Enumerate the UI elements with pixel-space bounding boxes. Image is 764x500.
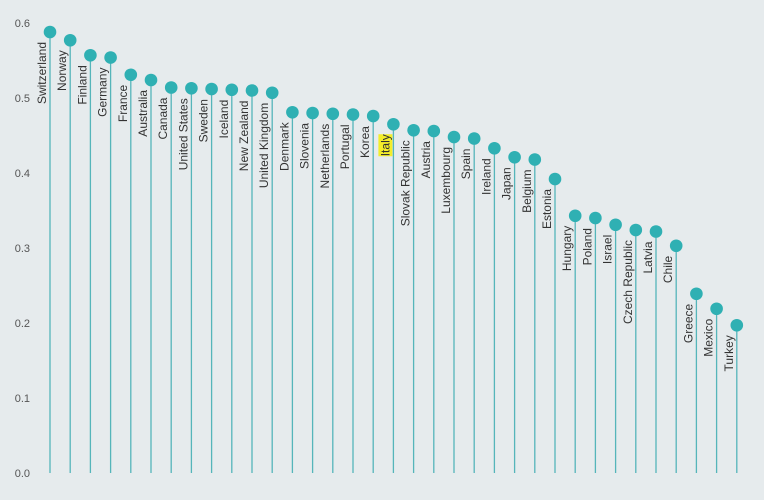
category-label: Slovenia	[298, 123, 312, 169]
highlight-group	[378, 134, 393, 157]
marker-slovenia[interactable]	[306, 106, 319, 120]
marker-norway[interactable]	[63, 33, 77, 47]
category-label: Slovak Republic	[399, 140, 413, 226]
y-tick-label: 0.4	[15, 168, 30, 180]
category-label: Turkey	[722, 335, 736, 371]
category-label: Austria	[419, 141, 433, 179]
category-label: Luxembourg	[439, 147, 453, 214]
category-label: Greece	[681, 303, 695, 343]
markers-group	[43, 25, 744, 332]
category-label: Italy	[378, 134, 392, 156]
category-label: Germany	[96, 68, 110, 117]
category-label: United States	[176, 98, 190, 170]
y-axis: 0.0 0.1 0.2 0.3 0.4 0.5 0.6	[15, 18, 30, 480]
marker-ireland[interactable]	[488, 141, 501, 155]
category-label: Norway	[55, 50, 69, 91]
marker-united-kingdom[interactable]	[265, 86, 279, 100]
highlight-box	[378, 134, 393, 157]
category-labels-group: Switzerland Norway Finland Germany France Aus…	[35, 42, 736, 371]
y-tick-label: 0.0	[15, 468, 30, 480]
marker-sweden[interactable]	[205, 82, 218, 96]
category-label: Poland	[580, 228, 594, 265]
y-tick-label: 0.5	[15, 93, 30, 105]
category-label: Ireland	[479, 158, 493, 195]
category-label: Belgium	[520, 170, 534, 213]
category-label: Israel	[601, 235, 615, 264]
marker-canada[interactable]	[164, 81, 178, 94]
category-label: Latvia	[641, 241, 655, 273]
marker-switzerland[interactable]	[43, 25, 57, 39]
stems-group	[49, 32, 738, 473]
marker-austria[interactable]	[427, 124, 441, 138]
category-label: United Kingdom	[257, 103, 271, 188]
marker-france[interactable]	[124, 68, 138, 82]
category-label: Denmark	[277, 121, 291, 171]
marker-denmark[interactable]	[286, 105, 299, 119]
category-label: Hungary	[560, 226, 574, 271]
category-label: Japan	[500, 167, 514, 200]
category-label: Australia	[136, 90, 150, 137]
y-tick-label: 0.2	[15, 318, 30, 330]
y-tick-label: 0.6	[15, 18, 30, 30]
marker-iceland[interactable]	[225, 83, 239, 97]
category-label: Iceland	[217, 100, 231, 139]
marker-czech-republic[interactable]	[629, 223, 643, 237]
marker-japan[interactable]	[508, 150, 521, 164]
category-label: Czech Republic	[621, 240, 635, 324]
marker-latvia[interactable]	[649, 225, 663, 238]
marker-turkey[interactable]	[730, 318, 744, 332]
category-label: Sweden	[197, 99, 211, 142]
category-label: Korea	[358, 126, 372, 158]
marker-spain[interactable]	[467, 132, 481, 145]
marker-finland[interactable]	[84, 48, 97, 62]
category-label: Portugal	[338, 125, 352, 170]
marker-chile[interactable]	[669, 239, 683, 253]
marker-slovak-republic[interactable]	[407, 123, 420, 137]
category-label: Chile	[661, 255, 675, 283]
marker-korea[interactable]	[366, 109, 380, 123]
category-label: New Zealand	[237, 101, 251, 172]
marker-germany[interactable]	[104, 51, 117, 64]
marker-belgium[interactable]	[528, 153, 542, 166]
category-label: Spain	[459, 149, 473, 180]
category-label: Canada	[156, 97, 170, 139]
marker-poland[interactable]	[589, 211, 602, 225]
marker-new-zealand[interactable]	[245, 84, 259, 97]
y-tick-label: 0.1	[15, 393, 30, 405]
marker-australia[interactable]	[144, 73, 158, 87]
marker-israel[interactable]	[609, 218, 622, 232]
marker-portugal[interactable]	[346, 108, 360, 121]
marker-mexico[interactable]	[710, 302, 723, 316]
category-label: France	[116, 84, 130, 122]
category-label: Switzerland	[35, 42, 49, 104]
category-label: Finland	[75, 65, 89, 104]
category-label: Netherlands	[318, 124, 332, 189]
y-tick-label: 0.3	[15, 243, 30, 255]
marker-hungary[interactable]	[568, 209, 582, 223]
marker-italy[interactable]	[387, 117, 400, 131]
marker-netherlands[interactable]	[326, 107, 340, 121]
marker-united-states[interactable]	[185, 81, 198, 95]
category-label: Estonia	[540, 189, 554, 229]
category-label: Mexico	[702, 318, 716, 356]
marker-greece[interactable]	[690, 287, 703, 301]
marker-estonia[interactable]	[548, 172, 562, 186]
marker-luxembourg[interactable]	[447, 130, 461, 144]
